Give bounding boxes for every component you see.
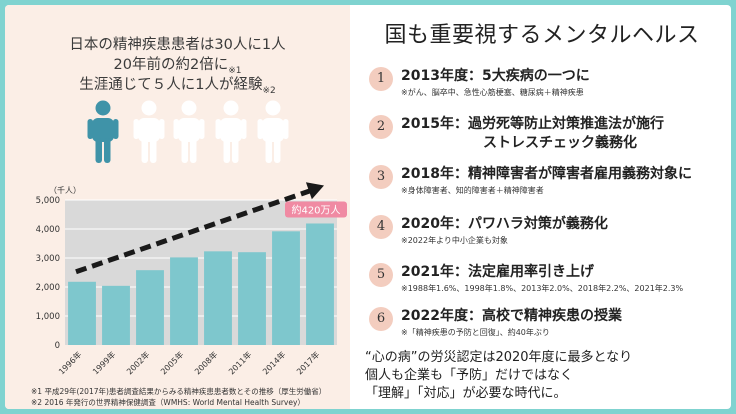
bar [204,251,232,345]
people-icons [87,100,307,170]
y-tick-label: 1,000 [36,312,60,322]
person-icon [215,100,247,163]
item-title: 2022年度：高校で精神疾患の授業 [401,308,622,324]
item-note: ※がん、脳卒中、急性心筋梗塞、糖尿病＋精神疾患 [401,88,584,97]
left-panel: 日本の精神疾患患者は30人に1人 20年前の約2倍に※1 生涯通じて５人に1人が… [5,5,350,409]
item-note: ※2022年より中小企業も対象 [401,236,508,245]
y-tick-label: 5,000 [36,196,60,206]
headline-line-3: 生涯通じて５人に1人が経験※2 [5,73,350,96]
trend-arrow-line [75,187,315,275]
item-note: ※「精神疾患の予防と回復」、約40年ぶり [401,328,550,337]
bar [102,285,130,345]
y-tick-label: 3,000 [36,254,60,264]
item-number-badge: 5 [369,263,393,287]
x-tick-label: 2011年 [226,349,253,376]
y-tick-label: 0 [55,341,60,351]
x-tick-label: 2014年 [260,349,287,376]
footnote-ref-2: ※2 [262,85,276,96]
conclusion-line-3: 「理解」「対応」が必要な時代に。 [365,386,567,401]
headline-line-1: 日本の精神疾患患者は30人に1人 [69,37,286,53]
item-note: ※1988年1.6%、1998年1.8%、2013年2.0%、2018年2.2%… [401,284,684,293]
footnote-1: ※1 平成29年(2017年)患者調査結果からみる精神疾患患者数とその推移（厚生… [31,387,327,396]
bar [170,257,198,345]
x-tick-label: 2017年 [294,349,321,376]
item-number-badge: 2 [369,115,393,139]
item-title-line-2: ストレスチェック義務化 [483,135,637,151]
item-title: 2018年：精神障害者が障害者雇用義務対象に [401,166,692,182]
headline-line-2: 20年前の約2倍に※1 [5,53,350,76]
item-number-badge: 6 [369,307,393,331]
x-tick-label: 2005年 [158,349,185,376]
item-title: 2015年：過労死等防止対策推進法が施行 [401,116,664,132]
right-title: 国も重要視するメンタルヘルス [384,23,700,48]
bar [306,223,334,345]
bar [136,270,164,345]
bar [238,252,266,345]
infographic: 日本の精神疾患患者は30人に1人 20年前の約2倍に※1 生涯通じて５人に1人が… [5,5,731,409]
y-tick-label: 4,000 [36,225,60,235]
conclusion-text: “心の病”の労災認定は2020年度に最多となり 個人も企業も「予防」だけではなく… [365,349,725,403]
conclusion-line-1: “心の病”の労災認定は2020年度に最多となり [365,350,633,365]
x-tick-label: 1999年 [90,349,117,376]
item-title: 2021年：法定雇用率引き上げ [401,264,594,280]
x-tick-label: 2002年 [124,349,151,376]
item-note: ※身体障害者、知的障害者＋精神障害者 [401,186,544,195]
y-axis-unit-label: （千人） [49,185,81,195]
value-callout-box [285,201,347,218]
y-tick-label: 2,000 [36,283,60,293]
footnotes: ※1 平成29年(2017年)患者調査結果からみる精神疾患患者数とその推移（厚生… [31,386,326,408]
item-number-badge: 1 [369,67,393,91]
footnote-2: ※2 2016 年発行の世界精神保健調査（WMHS: World Mental … [31,398,305,407]
item-title: 2013年度：5大疾病の一つに [401,68,590,84]
value-callout-label: 約420万人 [291,203,340,216]
footnote-ref-1: ※1 [228,65,242,76]
person-icon [173,100,205,163]
item-number-badge: 3 [369,165,393,189]
x-tick-label: 2008年 [192,349,219,376]
person-icon [257,100,289,163]
x-tick-label: 1996年 [56,349,83,376]
item-title: 2020年：パワハラ対策が義務化 [401,216,608,232]
bar [272,231,300,345]
bar [68,281,96,345]
item-number-badge: 4 [369,215,393,239]
conclusion-line-2: 個人も企業も「予防」だけではなく [365,368,574,383]
trend-arrow-head [305,182,324,200]
person-icon [133,100,165,163]
headline-line-3-text: 生涯通じて５人に1人が経験 [79,77,263,93]
headline-line-2-text: 20年前の約2倍に [113,57,229,73]
patient-count-bar-chart: 0 1,000 2,000 3,000 4,000 5,000 1996年 1999年 200… [36,182,347,376]
person-icon-highlighted [87,100,119,163]
